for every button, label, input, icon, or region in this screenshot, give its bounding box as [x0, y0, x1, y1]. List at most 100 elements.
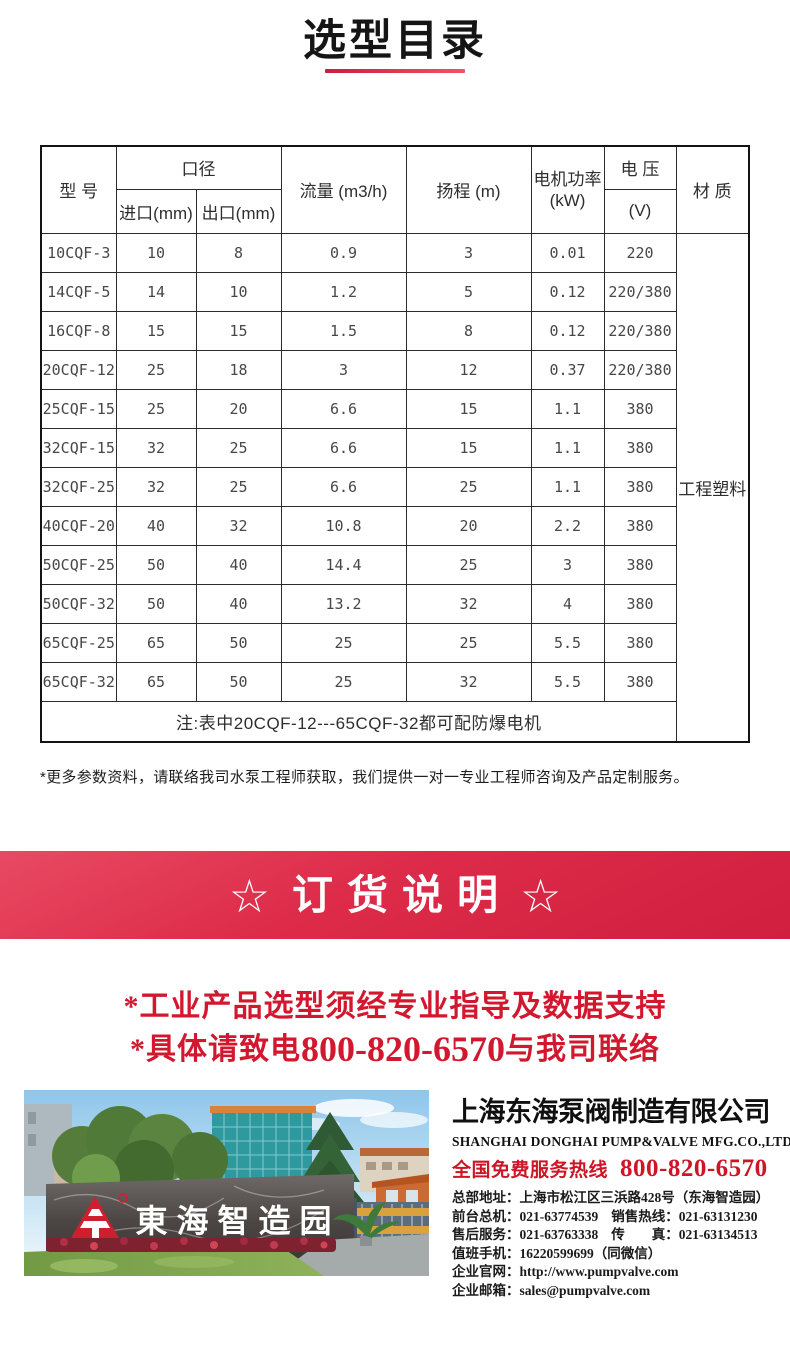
col-header-power: 电机功率 (kW): [530, 145, 605, 234]
col-header-flow: 流量 (m3/h): [280, 145, 407, 234]
contact-label: 传 真：: [611, 1227, 679, 1242]
table-cell: 25: [405, 622, 532, 663]
contact-label: 销售热线：: [611, 1208, 679, 1224]
contact-value: 021-63774539: [519, 1208, 599, 1224]
table-cell: 32: [405, 661, 532, 702]
table-cell: 25: [280, 622, 407, 663]
table-row: 10CQF-3 10 8 0.9 3 0.01 220 工程塑料: [40, 232, 750, 743]
table-row: 32CQF-15 32 25 6.6 15 1.1 380: [40, 427, 749, 468]
col-header-voltage-unit: (V): [603, 188, 677, 234]
table-cell: 220/380: [603, 349, 677, 390]
table-cell: 220: [603, 232, 677, 273]
company-name-cn: 上海东海泵阀制造有限公司: [452, 1097, 771, 1127]
col-header-power-line1: 电机功率: [533, 169, 602, 189]
table-cell: 380: [603, 661, 677, 702]
table-cell: 40: [195, 544, 282, 585]
table-cell: 25CQF-15: [40, 388, 117, 429]
table-cell: 0.12: [530, 271, 605, 312]
table-cell: 14.4: [280, 544, 407, 585]
table-cell: 25: [115, 388, 197, 429]
table-cell: 40CQF-20: [40, 505, 117, 546]
col-header-power-line2: (kW): [549, 190, 586, 210]
contact-line: 企业邮箱：sales@pumpvalve.com: [452, 1282, 774, 1301]
table-cell: 10: [115, 232, 197, 273]
table-cell: 50CQF-32: [40, 583, 117, 624]
service-hotline: 全国免费服务热线 800-820-6570: [452, 1155, 774, 1183]
table-cell: 25: [195, 466, 282, 507]
pump-selection-table: 型 号 口径 流量 (m3/h) 扬程 (m) 电机功率 (kW) 电 压 材 …: [40, 145, 750, 743]
table-row: 16CQF-8 15 15 1.5 8 0.12 220/380: [40, 310, 749, 351]
table-cell: 0.37: [530, 349, 605, 390]
table-row: 50CQF-25 50 40 14.4 25 3 380: [40, 544, 749, 585]
contact-label: 企业邮箱：: [452, 1282, 520, 1298]
table-cell: 10: [195, 271, 282, 312]
table-cell: 20: [405, 505, 532, 546]
col-header-diameter: 口径: [115, 145, 282, 190]
material-value-cell: 工程塑料: [675, 232, 750, 743]
contact-line: 值班手机：16220599699（同微信）: [452, 1245, 774, 1264]
table-cell: 50: [195, 622, 282, 663]
table-cell: 25: [115, 349, 197, 390]
table-cell: 14CQF-5: [40, 271, 117, 312]
table-note-cell: 注:表中20CQF-12---65CQF-32都可配防爆电机: [40, 700, 677, 743]
contact-line: 企业官网：http://www.pumpvalve.com: [452, 1263, 774, 1282]
order-instructions-banner: ☆ 订货说明 ☆: [0, 851, 790, 939]
table-cell: 4: [530, 583, 605, 624]
table-cell: 3: [280, 349, 407, 390]
table-cell: 20CQF-12: [40, 349, 117, 390]
donghai-logo: [70, 1193, 128, 1240]
table-cell: 13.2: [280, 583, 407, 624]
contact-label: 总部地址：: [452, 1190, 520, 1205]
table-cell: 14: [115, 271, 197, 312]
table-cell: 1.1: [530, 427, 605, 468]
table-cell: 16CQF-8: [40, 310, 117, 351]
table-cell: 3: [405, 232, 532, 273]
table-cell: 10.8: [280, 505, 407, 546]
table-cell: 3: [530, 544, 605, 585]
table-cell: 0.9: [280, 232, 407, 273]
table-cell: 40: [195, 583, 282, 624]
table-cell: 25: [405, 544, 532, 585]
contact-value: 16220599699（同微信）: [519, 1245, 662, 1261]
table-cell: 6.6: [280, 427, 407, 468]
table-row: 20CQF-12 25 18 3 12 0.37 220/380: [40, 349, 749, 390]
table-cell: 5: [405, 271, 532, 312]
table-cell: 32: [115, 466, 197, 507]
table-cell: 15: [405, 427, 532, 468]
table-cell: 1.2: [280, 271, 407, 312]
table-cell: 1.5: [280, 310, 407, 351]
table-cell: 32: [195, 505, 282, 546]
advice-line-2-suffix: 与我司联络: [504, 1033, 660, 1066]
table-cell: 380: [603, 505, 677, 546]
col-header-voltage: 电 压: [603, 145, 677, 190]
contact-value: sales@pumpvalve.com: [519, 1282, 651, 1298]
table-cell: 20: [195, 388, 282, 429]
table-cell: 50: [115, 544, 197, 585]
star-left-icon: ☆: [228, 870, 270, 922]
advice-line-1: *工业产品选型须经专业指导及数据支持: [123, 990, 667, 1023]
table-cell: 5.5: [530, 661, 605, 702]
table-row: 25CQF-15 25 20 6.6 15 1.1 380: [40, 388, 749, 429]
contact-line: 售后服务：021-63763338 传 真：021-63134513: [452, 1226, 774, 1245]
table-cell: 50: [115, 583, 197, 624]
contact-line: 前台总机：021-63774539 销售热线：021-63131230: [452, 1208, 774, 1227]
table-cell: 5.5: [530, 622, 605, 663]
table-cell: 15: [405, 388, 532, 429]
title-underline-accent: [325, 69, 465, 73]
table-cell: 380: [603, 583, 677, 624]
page-title: 选型目录: [303, 17, 487, 65]
table-cell: 380: [603, 544, 677, 585]
col-header-outlet: 出口(mm): [195, 188, 282, 234]
table-cell: 25: [405, 466, 532, 507]
table-cell: 15: [115, 310, 197, 351]
advice-phone-number: 800-820-6570: [301, 1029, 505, 1069]
table-row: 14CQF-5 14 10 1.2 5 0.12 220/380: [40, 271, 749, 312]
order-banner-title: 订货说明: [292, 871, 512, 918]
table-cell: 32: [405, 583, 532, 624]
table-row: 65CQF-32 65 50 25 32 5.5 380: [40, 661, 749, 702]
table-cell: 50CQF-25: [40, 544, 117, 585]
table-row: 40CQF-20 40 32 10.8 20 2.2 380: [40, 505, 749, 546]
table-cell: 2.2: [530, 505, 605, 546]
photo-flower-hedge: [46, 1237, 336, 1252]
photo-palm-plant: [332, 1202, 400, 1246]
